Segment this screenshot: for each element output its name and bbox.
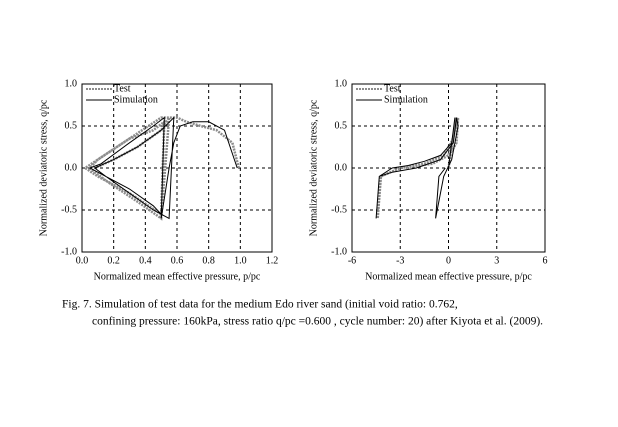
legend-label: Test	[384, 83, 401, 94]
caption-line: Fig. 7. Simulation of test data for the …	[62, 299, 458, 311]
plot-frame	[351, 83, 546, 253]
y-tick-label: 0.0	[335, 162, 348, 173]
legend-label: Test	[114, 83, 131, 94]
y-tick-label: 1.0	[335, 78, 348, 89]
legend-label: Simulation	[384, 94, 428, 105]
x-tick-label: 3	[494, 255, 499, 266]
y-tick-label: 0.5	[65, 120, 78, 131]
x-axis-label: Normalized mean effective pressure, p/pc	[94, 271, 261, 282]
x-tick-label: 1.2	[266, 255, 279, 266]
legend-label: Simulation	[114, 94, 158, 105]
series-line	[375, 117, 459, 219]
plot-frame	[81, 83, 273, 253]
y-tick-label: 0.0	[65, 162, 78, 173]
y-axis-label: Normalized deviatoric stress, q/pc	[308, 99, 319, 236]
x-tick-label: -6	[348, 255, 356, 266]
x-tick-label: -3	[396, 255, 404, 266]
x-tick-label: 0.2	[107, 255, 120, 266]
y-tick-label: 0.5	[335, 120, 348, 131]
y-tick-label: -0.5	[331, 204, 347, 215]
x-axis-label: Normalized mean effective pressure, p/pc	[365, 271, 532, 282]
caption-line: confining pressure: 160kPa, stress ratio…	[92, 316, 543, 328]
y-tick-label: 1.0	[65, 78, 78, 89]
x-tick-label: 6	[543, 255, 548, 266]
y-tick-label: -1.0	[331, 246, 347, 257]
y-tick-label: -1.0	[61, 246, 77, 257]
x-tick-label: 0.8	[202, 255, 215, 266]
x-tick-label: 0.0	[76, 255, 89, 266]
y-axis-label: Normalized deviatoric stress, q/pc	[38, 99, 49, 236]
x-tick-label: 0.6	[171, 255, 184, 266]
x-tick-label: 1.0	[234, 255, 247, 266]
x-tick-label: 0.4	[139, 255, 152, 266]
series-line	[88, 116, 238, 220]
x-tick-label: 0	[446, 255, 451, 266]
y-tick-label: -0.5	[61, 204, 77, 215]
